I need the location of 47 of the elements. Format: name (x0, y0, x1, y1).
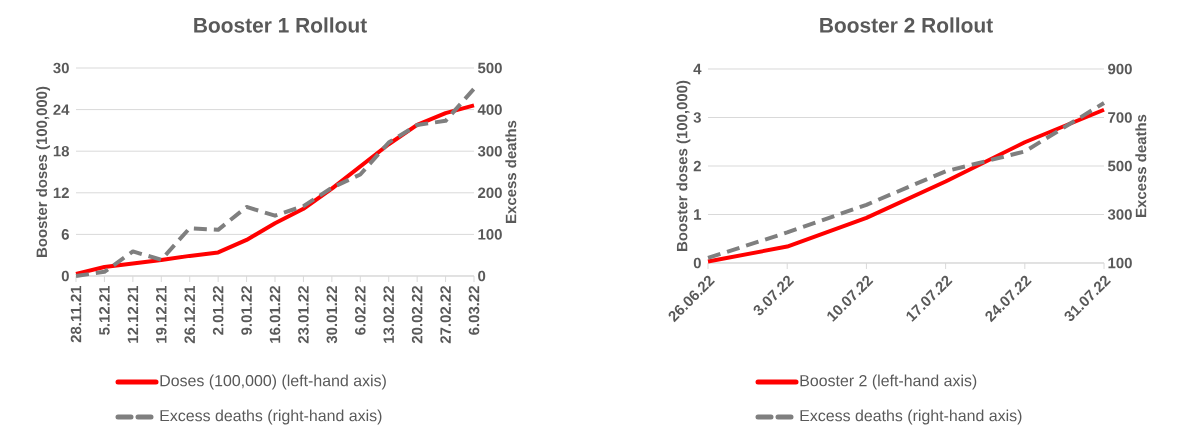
y-tick-label: 2 (693, 160, 701, 172)
chart-title: Booster 1 Rollout (194, 17, 367, 33)
x-tick-label: 13.02.22 (383, 286, 395, 343)
legend-label: Doses (100,000) (left-hand axis) (160, 374, 386, 390)
y2-tick-label: 500 (1107, 160, 1132, 172)
x-tick-label: 27.02.22 (440, 286, 451, 344)
y-tick-label: 0 (693, 257, 701, 269)
y2-tick-label: 700 (1108, 112, 1132, 123)
y-axis-title: Booster doses (100,000) (36, 86, 51, 257)
y2-tick-label: 200 (478, 187, 502, 199)
x-tick-label: 6.02.22 (355, 286, 366, 335)
y-tick-label: 30 (53, 62, 69, 74)
y-tick-label: 4 (693, 63, 702, 75)
y2-axis-title: Excess deaths (1135, 114, 1147, 217)
y2-tick-label: 300 (1107, 209, 1132, 220)
x-tick-label: 2.01.22 (212, 286, 224, 335)
y-tick-label: 18 (53, 145, 70, 157)
y-axis-title: Booster doses (100,000) (676, 80, 691, 251)
x-tick-label: 6.03.22 (468, 286, 480, 335)
y-tick-label: 0 (61, 270, 69, 282)
x-tick-label: 16.01.22 (269, 286, 281, 343)
x-tick-label: 12.12.21 (127, 285, 139, 343)
y-tick-label: 6 (61, 229, 69, 240)
legend-label: Excess deaths (right-hand axis) (800, 409, 1022, 425)
legend-label: Excess deaths (right-hand axis) (160, 409, 382, 425)
y-tick-label: 1 (694, 209, 702, 220)
x-tick-label: 26.12.21 (184, 285, 196, 344)
x-tick-label: 5.12.21 (99, 285, 110, 335)
legend-label: Booster 2 (left-hand axis) (800, 374, 977, 390)
y2-tick-label: 0 (478, 270, 486, 282)
x-tick-label: 23.01.22 (298, 286, 309, 344)
y-tick-label: 3 (693, 112, 701, 123)
x-tick-label: 19.12.21 (156, 285, 167, 343)
x-tick-label: 9.01.22 (241, 286, 252, 335)
x-tick-label: 20.02.22 (411, 286, 423, 344)
y2-tick-label: 400 (477, 104, 502, 115)
y2-axis-title: Excess deaths (505, 120, 517, 223)
y2-tick-label: 100 (478, 229, 502, 240)
x-tick-label: 28.11.21 (70, 285, 82, 343)
y2-tick-label: 500 (477, 62, 502, 74)
y2-tick-label: 300 (477, 145, 502, 157)
y-tick-label: 12 (53, 187, 69, 199)
x-tick-label: 30.01.22 (326, 286, 338, 344)
chart-title: Booster 2 Rollout (820, 17, 993, 33)
y2-tick-label: 100 (1108, 257, 1132, 269)
y-tick-label: 24 (53, 104, 70, 115)
y2-tick-label: 900 (1108, 63, 1132, 75)
